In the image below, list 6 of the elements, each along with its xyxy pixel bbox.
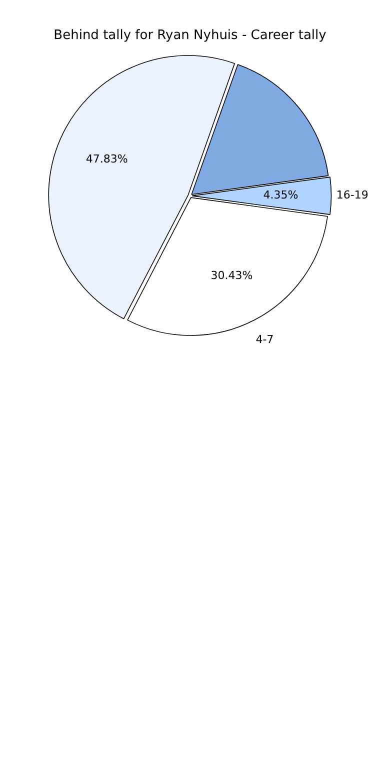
slice-label: 4-7 (256, 332, 274, 346)
data-label: 47.83% (86, 152, 128, 166)
data-label: 30.43% (210, 269, 253, 282)
chart-title: Behind tally for Ryan Nyhuis - Career tally (54, 28, 327, 44)
data-label: 4.35% (263, 188, 298, 202)
slice-label: 16-19 (336, 188, 368, 202)
